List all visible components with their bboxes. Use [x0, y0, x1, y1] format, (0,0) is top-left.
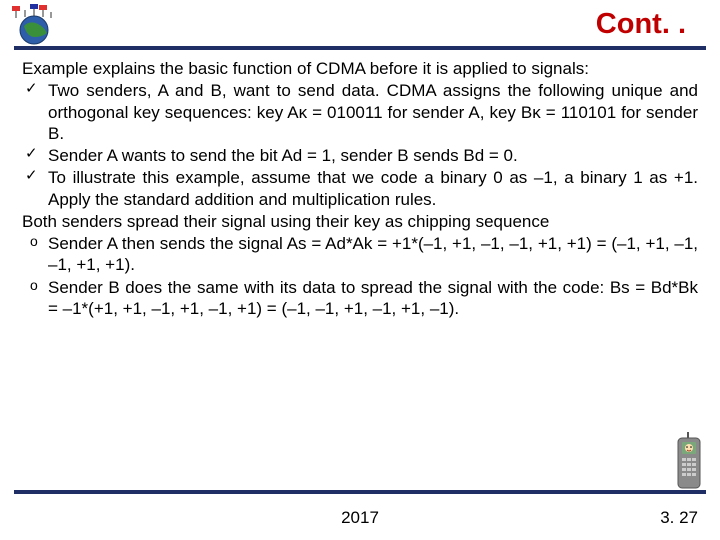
second-intro-text: Both senders spread their signal using t… — [22, 211, 698, 232]
globe-flags-logo — [10, 4, 56, 46]
slide-root: Cont. . Example explains the basic funct… — [0, 0, 720, 540]
footer-year: 2017 — [0, 508, 720, 528]
circle-item: Sender A then sends the signal As = Ad*A… — [22, 233, 698, 276]
check-item: To illustrate this example, assume that … — [22, 167, 698, 210]
circle-list: Sender A then sends the signal As = Ad*A… — [22, 233, 698, 319]
check-list: Two senders, A and B, want to send data.… — [22, 80, 698, 210]
slide-content: Example explains the basic function of C… — [22, 58, 698, 320]
intro-text: Example explains the basic function of C… — [22, 58, 698, 79]
slide-title: Cont. . — [596, 8, 686, 41]
check-item: Sender A wants to send the bit Ad = 1, s… — [22, 145, 698, 166]
check-item: Two senders, A and B, want to send data.… — [22, 80, 698, 144]
circle-item: Sender B does the same with its data to … — [22, 277, 698, 320]
footer-pagenum: 3. 27 — [660, 508, 698, 528]
phone-cartoon-icon — [674, 432, 704, 490]
footer-rule — [14, 490, 706, 494]
header-rule — [14, 46, 706, 50]
